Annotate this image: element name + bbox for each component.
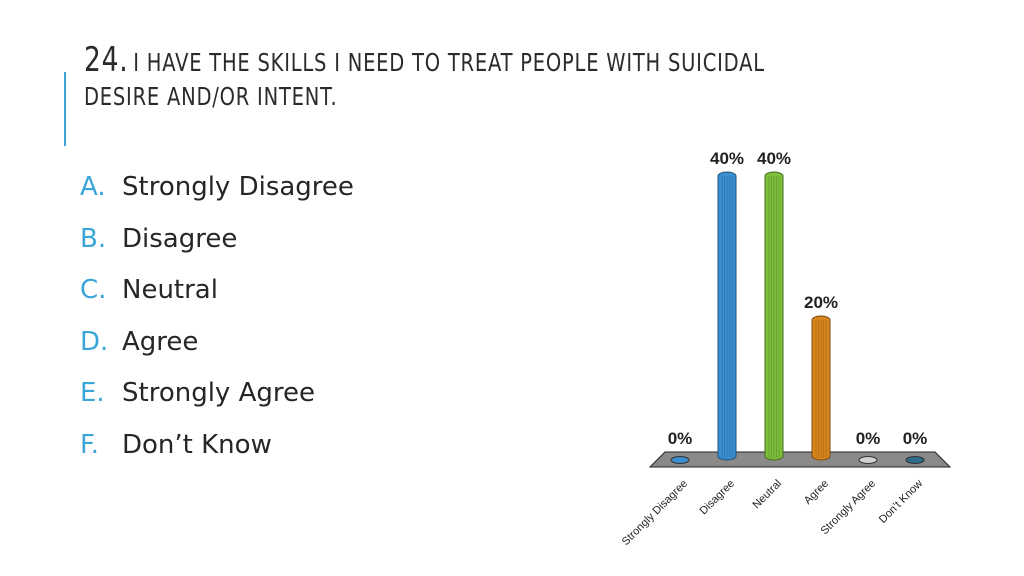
response-bar-chart: 0% Strongly Disagree 40% Disagree 40% Neutral…: [620, 149, 952, 548]
option-text: Neutral: [122, 275, 218, 305]
title-line-2: desire and/or intent.: [84, 82, 338, 111]
title-line-1: I have the skills I need to treat people…: [133, 48, 765, 77]
option-text: Strongly Disagree: [122, 172, 354, 202]
category-label-3: Agree: [802, 478, 831, 507]
value-label-5: 0%: [903, 429, 928, 448]
option-text: Disagree: [122, 223, 238, 254]
option-letter: F.: [80, 429, 100, 460]
value-label-0: 0%: [668, 429, 693, 448]
answer-options-list: A. Strongly Disagree B. Disagree C. Neutral…: [80, 172, 354, 481]
question-number: 24.: [84, 40, 129, 80]
option-f: F. Don’t Know: [80, 430, 354, 482]
option-letter: B.: [80, 223, 107, 254]
option-letter: C.: [80, 275, 107, 305]
option-a: A. Strongly Disagree: [80, 172, 354, 224]
option-letter: E.: [80, 378, 105, 408]
option-e: E. Strongly Agree: [80, 378, 354, 430]
category-label-1: Disagree: [698, 478, 738, 518]
bar-4: [858, 456, 878, 464]
chart-floor: [648, 451, 952, 468]
option-text: Don’t Know: [122, 429, 272, 460]
value-label-1: 40%: [710, 149, 744, 168]
value-label-2: 40%: [757, 149, 791, 168]
category-label-5: Don’t Know: [877, 478, 925, 526]
option-letter: D.: [80, 326, 109, 357]
option-d: D. Agree: [80, 327, 354, 379]
title-accent-bar: [64, 72, 66, 146]
category-label-0: Strongly Disagree: [620, 478, 690, 548]
option-text: Strongly Agree: [122, 378, 315, 408]
value-label-4: 0%: [856, 429, 881, 448]
value-label-3: 20%: [804, 293, 838, 312]
option-b: B. Disagree: [80, 224, 354, 276]
bar-5: [905, 456, 925, 464]
option-c: C. Neutral: [80, 275, 354, 327]
category-label-2: Neutral: [751, 478, 785, 512]
bar-0: [670, 456, 690, 464]
option-letter: A.: [80, 172, 106, 202]
slide-title: 24. I have the skills I need to treat pe…: [84, 40, 786, 111]
option-text: Agree: [122, 326, 199, 357]
